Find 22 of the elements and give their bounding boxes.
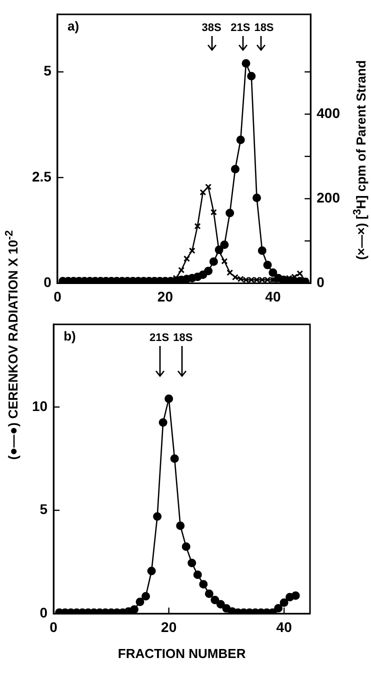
y2-tick-label: 0 [316, 274, 325, 290]
annotation: b) [64, 328, 76, 344]
x-tick-label: 0 [54, 288, 62, 304]
x-tick-label: 20 [161, 618, 177, 635]
x-tick-label: 40 [265, 288, 281, 304]
ref-line-label: 38S [202, 22, 222, 34]
x-tick-label: 40 [276, 618, 292, 635]
y-tick-label: 5 [40, 501, 48, 518]
y2-tick-label: 200 [316, 190, 340, 206]
annotation: a) [67, 18, 80, 34]
y-tick-label: 5 [44, 62, 52, 79]
y-tick-label: 2.5 [32, 168, 52, 184]
ref-line-label: 21S [230, 22, 250, 34]
y2-tick-label: 400 [316, 105, 340, 122]
y-tick-label: 10 [32, 398, 48, 414]
x-axis-title: FRACTION NUMBER [118, 646, 246, 661]
x-tick-label: 20 [157, 288, 174, 304]
y-tick-label: 0 [40, 604, 48, 620]
y-tick-label: 0 [44, 274, 52, 290]
ref-line-label: 21S [150, 332, 170, 344]
ref-line-label: 18S [173, 332, 193, 344]
ref-line-label: 18S [254, 22, 274, 34]
